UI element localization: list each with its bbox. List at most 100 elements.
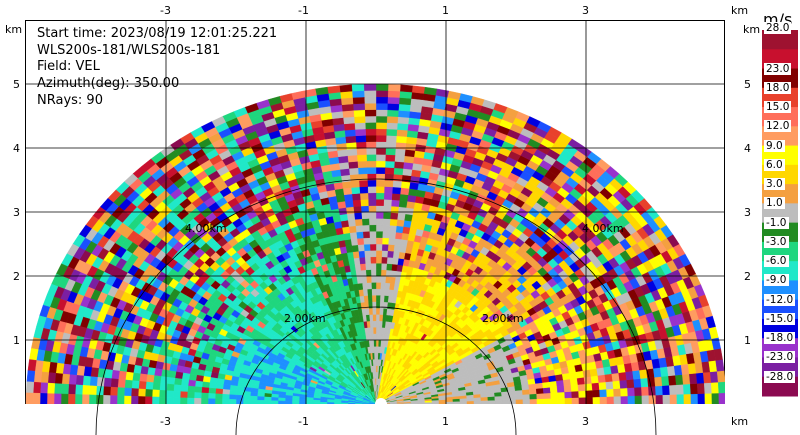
radar-gate: [392, 180, 402, 188]
radar-gate: [612, 380, 621, 390]
radar-gate: [402, 226, 411, 235]
radar-gate: [236, 385, 245, 392]
radar-gate: [375, 333, 379, 341]
radar-gate: [372, 307, 377, 315]
radar-gate: [590, 375, 599, 384]
radar-gate: [380, 269, 387, 277]
radar-gate: [375, 109, 388, 117]
radar-gate: [340, 402, 349, 404]
radar-gate: [395, 135, 407, 144]
radar-gate: [385, 135, 397, 143]
radar-gate: [381, 256, 388, 264]
radar-gate: [668, 375, 677, 386]
radar-gate: [375, 166, 386, 174]
range-ring-label: 4.00km: [582, 222, 624, 235]
radar-gate: [352, 199, 362, 207]
radar-gate: [364, 256, 371, 264]
radar-gate: [364, 109, 377, 117]
radar-gate: [397, 206, 407, 215]
radar-gate: [375, 352, 379, 360]
radar-gate: [384, 288, 390, 297]
radar-gate: [606, 396, 615, 404]
radar-gate: [370, 269, 377, 277]
x-tick-bottom: 1: [442, 415, 449, 428]
radar-gate: [718, 392, 725, 404]
radar-gate: [351, 90, 365, 98]
radar-gate: [333, 402, 342, 404]
radar-gate: [396, 122, 409, 131]
y-tick-right: 1: [744, 334, 751, 347]
radar-gate: [365, 263, 372, 271]
radar-gate: [351, 244, 359, 253]
radar-gate: [207, 393, 216, 400]
radar-gate: [345, 135, 357, 144]
radar-gate: [383, 205, 392, 213]
radar-gate: [543, 392, 552, 399]
y-tick-left: 5: [13, 78, 20, 91]
radar-gate: [364, 96, 377, 104]
radar-gate: [394, 238, 402, 246]
radar-gate: [235, 399, 244, 404]
radar-gate: [599, 389, 608, 398]
radar-gate: [399, 193, 409, 202]
radar-gate: [264, 393, 272, 398]
radar-gate: [375, 237, 383, 245]
radar-gate: [368, 224, 377, 232]
radar-gate: [386, 263, 393, 271]
radar-gate: [371, 288, 377, 296]
radar-gate: [67, 393, 76, 404]
radar-gate: [312, 401, 321, 404]
radar-gate: [562, 378, 572, 387]
y-tick-left: 3: [13, 206, 20, 219]
radar-gate: [386, 128, 398, 137]
radar-gate: [159, 376, 169, 385]
radar-gate: [188, 373, 197, 382]
radar-gate: [342, 116, 355, 125]
radar-gate: [60, 393, 69, 404]
radar-gate: [398, 97, 412, 106]
radar-gate: [187, 385, 196, 393]
radar-gate: [46, 393, 55, 404]
radar-gate: [370, 275, 377, 283]
radar-gate: [186, 391, 195, 399]
colorbar-tick-label: -3.0: [764, 235, 789, 248]
radar-gate: [710, 381, 720, 394]
radar-gate: [201, 387, 210, 394]
radar-gate: [215, 383, 224, 390]
radar-gate: [116, 387, 125, 397]
radar-gate: [604, 373, 613, 383]
radar-gate: [380, 275, 386, 283]
radar-gate: [375, 326, 380, 334]
radar-gate: [382, 224, 390, 232]
radar-gate: [75, 375, 84, 386]
radar-gate: [634, 395, 643, 404]
radar-gate: [375, 307, 380, 315]
radar-gate: [166, 383, 175, 392]
radar-gate: [515, 389, 523, 396]
radar-gate: [339, 168, 350, 177]
radar-gate: [342, 110, 355, 118]
radar-gate: [338, 207, 348, 216]
radar-gate: [383, 192, 393, 200]
radar-gate: [361, 218, 370, 226]
radar-gate: [606, 388, 615, 397]
radar-gate: [459, 400, 468, 404]
radar-gate: [116, 395, 125, 404]
radar-gate: [556, 385, 565, 393]
colorbar-tick-label: -9.0: [764, 274, 789, 287]
radar-gate: [383, 199, 392, 207]
radar-gate: [360, 199, 369, 207]
radar-gate: [398, 103, 411, 112]
radar-gate: [571, 390, 580, 398]
colorbar-tick-label: -1.0: [764, 216, 789, 229]
radar-gate: [392, 251, 400, 259]
radar-gate: [591, 382, 600, 391]
radar-gate: [393, 244, 401, 253]
radar-gate: [364, 115, 377, 123]
radar-gate: [676, 393, 685, 404]
radar-gate: [181, 372, 191, 381]
range-ring: [235, 306, 517, 435]
radar-gate: [711, 392, 720, 404]
radar-gate: [228, 399, 237, 404]
azimuth-label: Azimuth(deg): 350.00: [37, 76, 180, 91]
